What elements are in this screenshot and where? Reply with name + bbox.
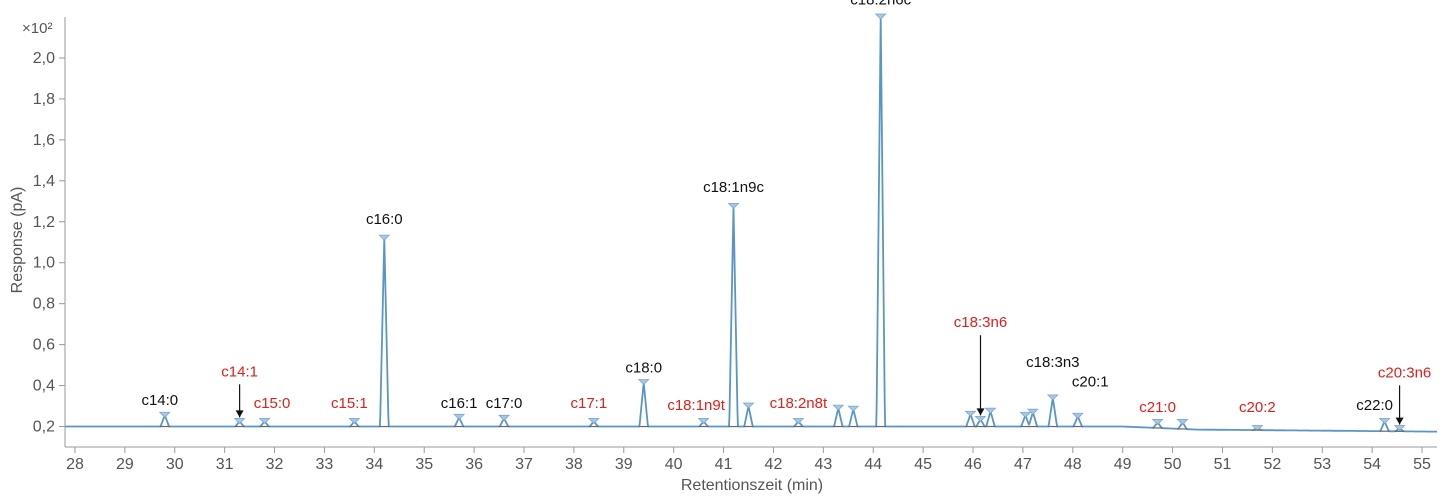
- x-tick-label: 45: [914, 456, 932, 473]
- peak-apex-marker: [348, 418, 361, 424]
- peak-label: c18:2n6c: [850, 0, 911, 9]
- x-tick-label: 35: [415, 456, 433, 473]
- peak-label: c14:1: [221, 363, 258, 380]
- x-tick-label: 53: [1313, 456, 1331, 473]
- peak-label: c18:1n9t: [667, 397, 725, 414]
- axis-layer: 28 29 30 31 32 33 34 35 36 37 38 39 40 41 42 43 44 45 46 47…: [33, 50, 1431, 473]
- x-axis-title: Retentionszeit (min): [681, 477, 823, 494]
- peak-apex-marker: [587, 418, 600, 424]
- peak-label: c20:3n6: [1378, 364, 1431, 381]
- x-tick-label: 32: [266, 456, 284, 473]
- x-tick-label: 30: [166, 456, 184, 473]
- peak-marker-layer: [158, 13, 1406, 432]
- peak-apex-marker: [453, 413, 466, 420]
- y-axis-title: Response (pA): [9, 187, 26, 294]
- y-multiplier-label: ×10²: [22, 20, 52, 37]
- x-tick-label: 36: [465, 456, 483, 473]
- x-tick-label: 47: [1014, 456, 1032, 473]
- peak-label: c22:0: [1356, 397, 1393, 414]
- peak-apex-marker: [637, 379, 650, 386]
- peak-apex-marker: [1151, 419, 1164, 425]
- x-tick-label: 37: [515, 456, 533, 473]
- y-tick-label: 1,0: [33, 255, 55, 272]
- peak-label: c18:3n3: [1026, 354, 1079, 371]
- x-tick-label: 55: [1413, 456, 1431, 473]
- peak-apex-marker: [1019, 411, 1032, 418]
- chromatogram-trace: [64, 16, 1438, 433]
- trace-layer: [64, 16, 1438, 433]
- x-tick-label: 39: [615, 456, 633, 473]
- y-tick-label: 1,8: [33, 91, 55, 108]
- x-tick-label: 43: [814, 456, 832, 473]
- peak-apex-marker: [498, 414, 511, 421]
- peak-apex-marker: [1046, 394, 1059, 401]
- x-tick-label: 41: [715, 456, 733, 473]
- x-tick-label: 51: [1214, 456, 1232, 473]
- x-tick-label: 33: [316, 456, 334, 473]
- peak-arrow-head: [235, 410, 244, 418]
- y-tick-label: 2,0: [33, 50, 55, 67]
- x-tick-label: 54: [1363, 456, 1381, 473]
- peak-apex-marker: [1251, 425, 1264, 432]
- x-tick-label: 48: [1064, 456, 1082, 473]
- peak-label: c18:2n8t: [770, 395, 828, 412]
- x-tick-label: 34: [365, 456, 383, 473]
- x-tick-label: 44: [864, 456, 882, 473]
- x-tick-label: 49: [1114, 456, 1132, 473]
- peak-apex-marker: [258, 418, 271, 424]
- peak-label-layer: c14:0 c14:1 c15:0 c15:1 c16:0 c16:1 c17:0 c17:1…: [141, 0, 1431, 425]
- peak-label: c20:2: [1239, 399, 1276, 416]
- peak-apex-marker: [742, 402, 755, 409]
- peak-label: c16:1: [441, 395, 478, 412]
- y-tick-label: 1,4: [33, 173, 55, 190]
- peak-label: c17:1: [571, 395, 608, 412]
- y-tick-label: 1,2: [33, 214, 55, 231]
- peak-apex-marker: [727, 203, 740, 209]
- x-tick-label: 40: [665, 456, 683, 473]
- plot-frame: [64, 17, 1437, 448]
- peak-apex-marker: [1071, 412, 1084, 419]
- peak-apex-marker: [1026, 408, 1039, 415]
- peak-label: c21:0: [1139, 399, 1176, 416]
- y-tick-label: 0,4: [33, 378, 55, 395]
- x-tick-label: 52: [1263, 456, 1281, 473]
- peak-apex-marker: [832, 404, 845, 411]
- peak-arrow-head: [1395, 417, 1404, 425]
- peak-apex-marker: [158, 411, 171, 418]
- peak-label: c20:1: [1072, 374, 1109, 391]
- peak-apex-marker: [1393, 425, 1406, 432]
- peak-label: c16:0: [366, 211, 403, 228]
- peak-apex-marker: [233, 418, 246, 424]
- y-tick-label: 0,2: [33, 419, 55, 436]
- peak-label: c18:3n6: [954, 314, 1007, 331]
- peak-label: c15:1: [331, 395, 368, 412]
- peak-label: c18:0: [625, 359, 662, 376]
- peak-label: c14:0: [141, 392, 178, 409]
- x-tick-label: 29: [116, 456, 134, 473]
- x-tick-label: 28: [66, 456, 84, 473]
- y-tick-label: 0,6: [33, 337, 55, 354]
- peak-apex-marker: [378, 234, 391, 241]
- peak-label: c18:1n9c: [703, 179, 764, 196]
- x-tick-label: 31: [216, 456, 234, 473]
- peak-arrow-head: [976, 408, 985, 416]
- peak-apex-marker: [697, 418, 710, 424]
- peak-apex-marker: [984, 407, 997, 414]
- y-tick-label: 1,6: [33, 132, 55, 149]
- peak-apex-marker: [1378, 418, 1391, 424]
- peak-label: c15:0: [254, 395, 291, 412]
- peak-apex-marker: [964, 410, 977, 417]
- peak-apex-marker: [1176, 419, 1189, 425]
- peak-apex-marker: [792, 418, 805, 424]
- peak-label: c17:0: [486, 395, 523, 412]
- x-tick-label: 42: [765, 456, 783, 473]
- y-tick-label: 0,8: [33, 296, 55, 313]
- peak-apex-marker: [874, 13, 887, 20]
- x-tick-label: 46: [964, 456, 982, 473]
- x-tick-label: 38: [565, 456, 583, 473]
- peak-apex-marker: [974, 415, 987, 422]
- peak-apex-marker: [847, 405, 860, 412]
- x-tick-label: 50: [1164, 456, 1182, 473]
